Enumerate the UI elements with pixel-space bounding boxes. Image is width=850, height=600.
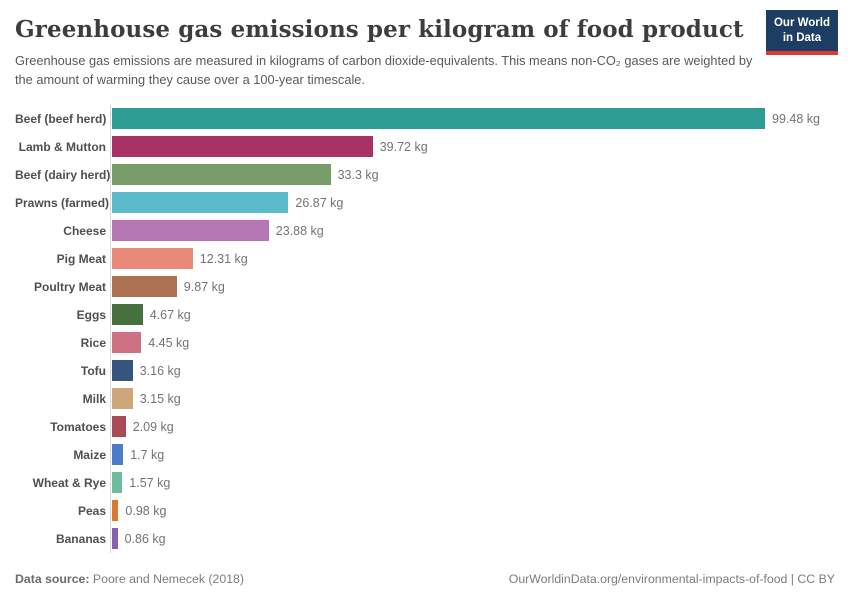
chart-row: Wheat & Rye 1.57 kg xyxy=(15,468,835,497)
value-label: 1.7 kg xyxy=(130,447,165,462)
attribution-link[interactable]: OurWorldinData.org/environmental-impacts… xyxy=(508,572,835,586)
category-label: Pig Meat xyxy=(56,251,106,266)
bar[interactable] xyxy=(112,108,765,130)
bar-track: 4.45 kg xyxy=(110,328,835,357)
bar[interactable] xyxy=(112,500,119,522)
chart-row: Eggs 4.67 kg xyxy=(15,300,835,329)
bar[interactable] xyxy=(112,192,289,214)
bar-track: 9.87 kg xyxy=(110,272,835,301)
bar[interactable] xyxy=(112,444,124,466)
value-label: 23.88 kg xyxy=(275,223,324,238)
chart-row: Rice 4.45 kg xyxy=(15,328,835,357)
chart-row: Bananas 0.86 kg xyxy=(15,524,835,553)
chart-row: Tofu 3.16 kg xyxy=(15,356,835,385)
chart-row: Beef (dairy herd) 33.3 kg xyxy=(15,160,835,189)
bar-track: 3.15 kg xyxy=(110,384,835,413)
chart-row: Lamb & Mutton 39.72 kg xyxy=(15,132,835,161)
value-label: 26.87 kg xyxy=(295,195,344,210)
chart-row: Maize 1.7 kg xyxy=(15,440,835,469)
bar[interactable] xyxy=(112,304,143,326)
bar-chart: Beef (beef herd) 99.48 kg Lamb & Mutton 39.… xyxy=(15,104,835,553)
chart-row: Prawns (farmed) 26.87 kg xyxy=(15,188,835,217)
bar-track: 1.7 kg xyxy=(110,440,835,469)
value-label: 1.57 kg xyxy=(129,475,171,490)
bar-track: 2.09 kg xyxy=(110,412,835,441)
bar[interactable] xyxy=(112,528,118,550)
category-label: Bananas xyxy=(55,531,106,546)
bar[interactable] xyxy=(112,220,269,242)
bar[interactable] xyxy=(112,164,331,186)
data-source: Data source: Poore and Nemecek (2018) xyxy=(15,572,244,586)
value-label: 0.86 kg xyxy=(124,531,166,546)
bar[interactable] xyxy=(112,472,123,494)
bar-track: 23.88 kg xyxy=(110,216,835,245)
chart-row: Beef (beef herd) 99.48 kg xyxy=(15,104,835,133)
bar-track: 0.86 kg xyxy=(110,524,835,553)
chart-row: Peas 0.98 kg xyxy=(15,496,835,525)
chart-row: Cheese 23.88 kg xyxy=(15,216,835,245)
owid-logo-line1: Our World xyxy=(773,17,830,29)
chart-row: Milk 3.15 kg xyxy=(15,384,835,413)
bar-track: 26.87 kg xyxy=(110,188,835,217)
owid-logo-line2: in Data xyxy=(782,31,822,44)
value-label: 4.67 kg xyxy=(149,307,191,322)
category-label: Lamb & Mutton xyxy=(18,139,106,154)
bar-track: 33.3 kg xyxy=(110,160,835,189)
category-label: Tomatoes xyxy=(50,419,106,434)
bar-track: 0.98 kg xyxy=(110,496,835,525)
chart-row: Poultry Meat 9.87 kg xyxy=(15,272,835,301)
bar-track: 99.48 kg xyxy=(110,104,835,133)
value-label: 33.3 kg xyxy=(337,167,379,182)
value-label: 4.45 kg xyxy=(148,335,190,350)
bar-track: 39.72 kg xyxy=(110,132,835,161)
bar[interactable] xyxy=(112,248,193,270)
value-label: 39.72 kg xyxy=(379,139,428,154)
value-label: 3.15 kg xyxy=(139,391,181,406)
bar-track: 3.16 kg xyxy=(110,356,835,385)
category-label: Cheese xyxy=(63,223,106,238)
data-source-value: Poore and Nemecek (2018) xyxy=(89,572,244,586)
chart-row: Pig Meat 12.31 kg xyxy=(15,244,835,273)
category-label: Beef (beef herd) xyxy=(15,111,107,126)
owid-logo[interactable]: Our World in Data xyxy=(765,10,838,55)
bar-track: 12.31 kg xyxy=(110,244,835,273)
data-source-label: Data source: xyxy=(15,572,90,586)
page-title: Greenhouse gas emissions per kilogram of… xyxy=(15,16,744,43)
chart-subtitle: Greenhouse gas emissions are measured in… xyxy=(15,53,753,87)
value-label: 9.87 kg xyxy=(183,279,225,294)
category-label: Poultry Meat xyxy=(33,279,106,294)
bar[interactable] xyxy=(112,416,126,438)
category-label: Rice xyxy=(80,335,106,350)
chart-row: Tomatoes 2.09 kg xyxy=(15,412,835,441)
value-label: 99.48 kg xyxy=(772,111,820,126)
category-label: Peas xyxy=(77,503,106,518)
bar[interactable] xyxy=(112,276,177,298)
bar[interactable] xyxy=(112,332,142,354)
category-label: Prawns (farmed) xyxy=(15,195,110,210)
category-label: Beef (dairy herd) xyxy=(15,167,111,182)
category-label: Eggs xyxy=(76,307,106,322)
bar-track: 1.57 kg xyxy=(110,468,835,497)
bar[interactable] xyxy=(112,360,133,382)
category-label: Tofu xyxy=(80,363,106,378)
category-label: Milk xyxy=(82,391,106,406)
value-label: 0.98 kg xyxy=(125,503,167,518)
bar-track: 4.67 kg xyxy=(110,300,835,329)
bar[interactable] xyxy=(112,136,373,158)
chart-footer: Data source: Poore and Nemecek (2018) Ou… xyxy=(15,572,835,586)
chart-header: Greenhouse gas emissions per kilogram of… xyxy=(15,10,838,90)
bar[interactable] xyxy=(112,388,133,410)
value-label: 3.16 kg xyxy=(139,363,181,378)
category-label: Wheat & Rye xyxy=(32,475,106,490)
value-label: 12.31 kg xyxy=(199,251,248,266)
category-label: Maize xyxy=(73,447,106,462)
value-label: 2.09 kg xyxy=(132,419,174,434)
